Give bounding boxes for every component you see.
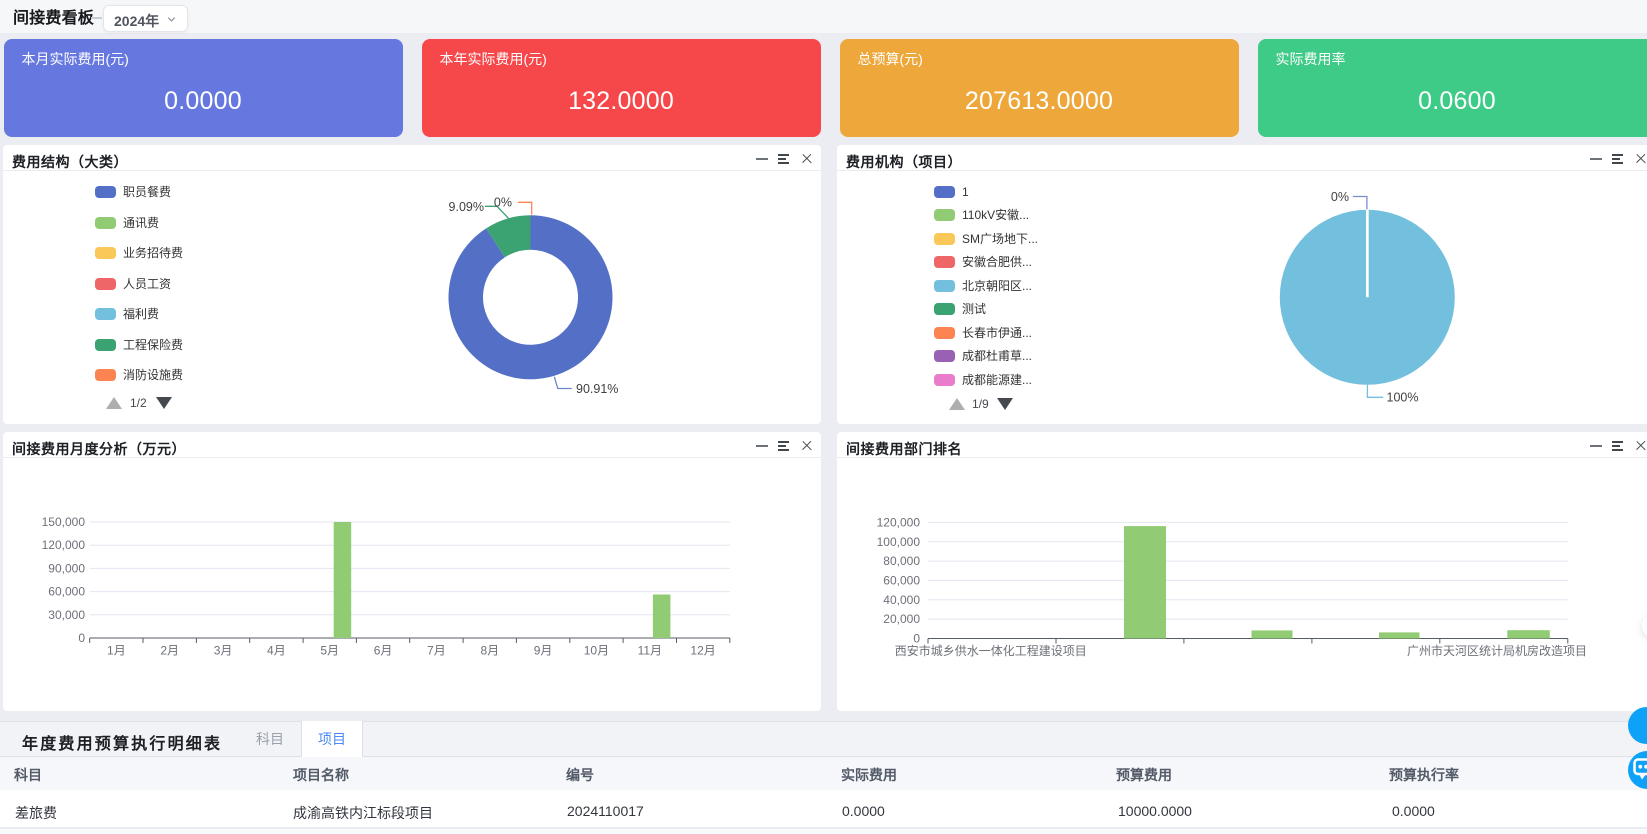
svg-text:2月: 2月: [160, 644, 179, 658]
svg-text:0%: 0%: [494, 196, 512, 210]
svg-text:100%: 100%: [1387, 391, 1419, 405]
svg-text:30,000: 30,000: [48, 608, 85, 622]
svg-text:90,000: 90,000: [48, 561, 85, 575]
svg-text:0: 0: [78, 631, 85, 645]
svg-text:120,000: 120,000: [877, 515, 921, 529]
svg-text:西安市城乡供水一体化工程建设项目: 西安市城乡供水一体化工程建设项目: [895, 643, 1087, 658]
svg-text:20,000: 20,000: [883, 612, 920, 626]
svg-text:5月: 5月: [320, 644, 339, 658]
svg-text:6月: 6月: [374, 644, 393, 658]
svg-text:60,000: 60,000: [883, 573, 920, 587]
svg-text:10月: 10月: [584, 644, 609, 658]
svg-text:120,000: 120,000: [42, 538, 86, 552]
svg-text:12月: 12月: [690, 644, 715, 658]
svg-text:90.91%: 90.91%: [576, 382, 618, 396]
svg-text:0%: 0%: [1331, 190, 1349, 204]
svg-text:9.09%: 9.09%: [449, 200, 484, 214]
svg-text:80,000: 80,000: [883, 554, 920, 568]
svg-text:8月: 8月: [480, 644, 499, 658]
svg-text:1月: 1月: [107, 644, 126, 658]
svg-text:0: 0: [913, 632, 920, 646]
svg-text:60,000: 60,000: [48, 585, 85, 599]
svg-text:11月: 11月: [638, 644, 662, 658]
svg-text:广州市天河区统计局机房改造项目: 广州市天河区统计局机房改造项目: [1407, 643, 1587, 658]
svg-text:150,000: 150,000: [42, 515, 86, 529]
svg-text:3月: 3月: [214, 644, 233, 658]
svg-text:100,000: 100,000: [877, 535, 921, 549]
svg-text:7月: 7月: [427, 644, 446, 658]
svg-text:4月: 4月: [267, 644, 286, 658]
svg-text:9月: 9月: [534, 644, 553, 658]
svg-text:40,000: 40,000: [883, 593, 920, 607]
